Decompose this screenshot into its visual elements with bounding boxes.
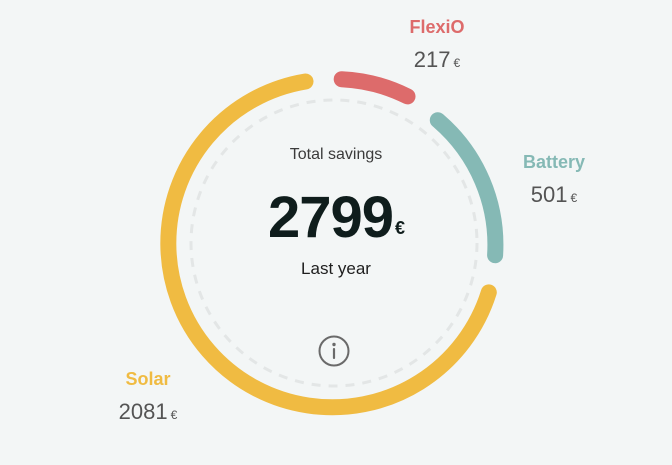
ring-segment-solar[interactable]	[160, 73, 497, 416]
legend-battery-name: Battery	[522, 152, 586, 172]
legend-flexio-currency: €	[453, 56, 461, 70]
legend-flexio[interactable]: FlexiO 217 €	[395, 16, 479, 77]
legend-battery-amount: 501 €	[512, 181, 596, 212]
legend-solar-value: 2081	[118, 399, 168, 424]
legend-solar-name: Solar	[125, 369, 171, 389]
savings-period-label: Last year	[301, 259, 371, 278]
legend-solar-currency: €	[170, 408, 178, 422]
legend-flexio-amount: 217 €	[395, 46, 479, 77]
legend-flexio-value: 217	[413, 47, 451, 72]
legend-battery-currency: €	[570, 191, 578, 205]
legend-battery-value: 501	[530, 182, 568, 207]
legend-solar-amount: 2081 €	[106, 398, 190, 429]
total-savings-amount: 2799 €	[236, 186, 436, 250]
legend-solar[interactable]: Solar 2081 €	[106, 368, 190, 429]
ring-segment-battery[interactable]	[429, 112, 504, 264]
legend-battery[interactable]: Battery 501 €	[512, 151, 596, 212]
ring-segment-flexio[interactable]	[333, 71, 416, 105]
total-savings-label: Total savings	[289, 146, 383, 163]
total-savings-value: 2799	[267, 185, 394, 250]
info-button[interactable]	[318, 335, 350, 367]
legend-flexio-name: FlexiO	[409, 17, 465, 37]
info-icon	[318, 335, 350, 367]
ring-track	[189, 98, 479, 388]
total-savings-currency: €	[395, 218, 405, 238]
